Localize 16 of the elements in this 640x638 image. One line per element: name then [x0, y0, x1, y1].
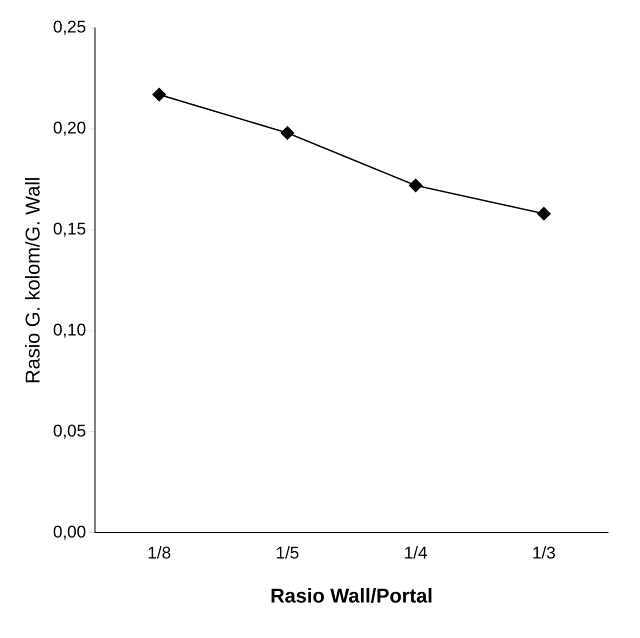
y-tick-label: 0,10 [52, 320, 86, 340]
x-tick-label: 1/3 [532, 543, 556, 562]
x-axis-title: Rasio Wall/Portal [270, 586, 433, 608]
y-tick-label: 0,20 [52, 118, 86, 138]
point [152, 88, 166, 102]
y-tick-label: 0,25 [52, 18, 86, 37]
x-tick-label: 1/5 [276, 543, 300, 562]
y-tick-label: 0,05 [52, 421, 86, 440]
y-tick-label: 0,00 [52, 522, 86, 542]
y-tick-label: 0,15 [52, 220, 86, 239]
x-tick-label: 1/4 [404, 543, 428, 562]
point [537, 206, 551, 220]
point [280, 126, 294, 140]
x-tick-label: 1/8 [147, 543, 172, 562]
y-axis-title: Rasio G. kolom/G. Wall [22, 176, 45, 384]
point [408, 178, 422, 192]
